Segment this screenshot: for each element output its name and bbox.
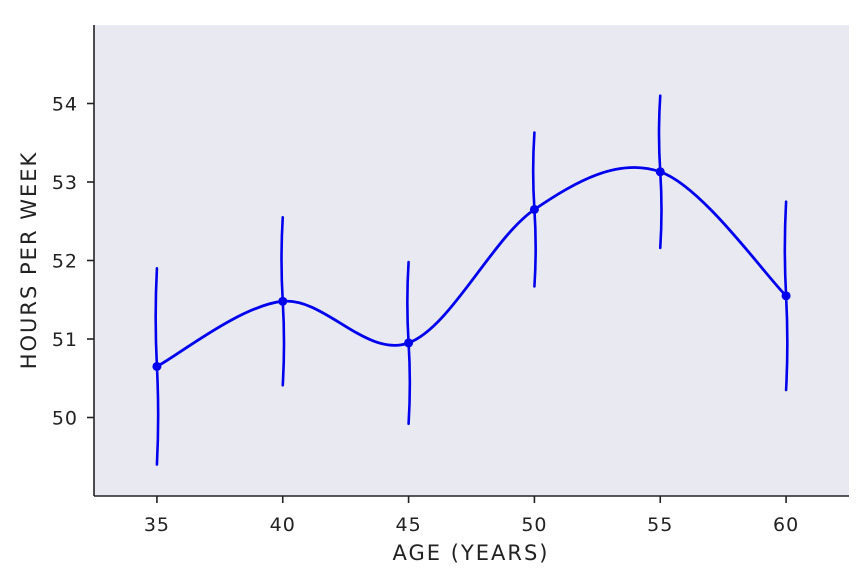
plot-background [94, 25, 849, 496]
x-axis-label: AGE (YEARS) [393, 541, 550, 565]
x-tick-label: 55 [647, 514, 673, 536]
x-tick-label: 35 [144, 514, 170, 536]
x-tick-label: 45 [395, 514, 421, 536]
y-tick-label: 54 [52, 94, 78, 116]
data-point [278, 296, 288, 306]
x-tick-label: 50 [521, 514, 547, 536]
data-point [152, 361, 162, 371]
y-axis-label: HOURS PER WEEK [17, 151, 41, 370]
x-tick-label: 40 [270, 514, 296, 536]
data-point [781, 291, 791, 301]
y-tick-label: 52 [52, 251, 78, 273]
data-point [655, 167, 665, 177]
series-line [156, 166, 788, 368]
y-tick-label: 53 [52, 172, 78, 194]
y-tick-label: 50 [52, 408, 78, 430]
x-tick-label: 60 [773, 514, 799, 536]
data-point [404, 338, 414, 348]
y-tick-label: 51 [52, 329, 78, 351]
data-point [529, 204, 539, 214]
